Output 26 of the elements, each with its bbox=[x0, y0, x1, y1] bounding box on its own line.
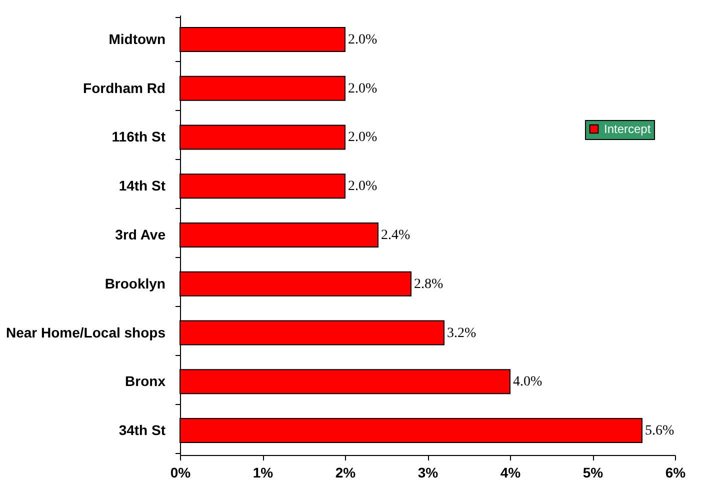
legend-label: Intercept bbox=[604, 122, 652, 136]
y-tick-label: Fordham Rd bbox=[83, 80, 166, 96]
y-tick-label: 34th St bbox=[118, 422, 166, 438]
data-label: 5.6% bbox=[645, 424, 674, 439]
data-label: 3.2% bbox=[447, 326, 476, 341]
x-tick-label: 6% bbox=[665, 464, 686, 480]
data-label: 4.0% bbox=[513, 374, 542, 390]
y-tick-label: Midtown bbox=[108, 30, 166, 47]
x-tick-label: 4% bbox=[500, 464, 522, 480]
x-tick-label: 2% bbox=[335, 464, 356, 480]
data-label: 2.8% bbox=[414, 276, 444, 292]
y-tick-label: 14th St bbox=[118, 178, 166, 194]
y-tick-label: Brooklyn bbox=[104, 275, 166, 292]
data-label: 2.0% bbox=[348, 81, 378, 96]
y-tick-label: 3rd Ave bbox=[115, 226, 166, 242]
data-label: 2.0% bbox=[348, 179, 378, 194]
y-tick-label: Bronx bbox=[125, 373, 166, 390]
y-tick-label: Near Home/Local shops bbox=[6, 324, 166, 340]
x-tick-label: 1% bbox=[252, 464, 274, 480]
y-tick-label: 116th St bbox=[112, 128, 166, 145]
data-label: 2.0% bbox=[348, 32, 378, 48]
data-label: 2.0% bbox=[348, 130, 378, 146]
x-tick-label: 5% bbox=[582, 464, 604, 480]
x-tick-label: 3% bbox=[418, 464, 439, 480]
data-label: 2.4% bbox=[381, 228, 410, 243]
x-tick-label: 0% bbox=[170, 464, 192, 480]
